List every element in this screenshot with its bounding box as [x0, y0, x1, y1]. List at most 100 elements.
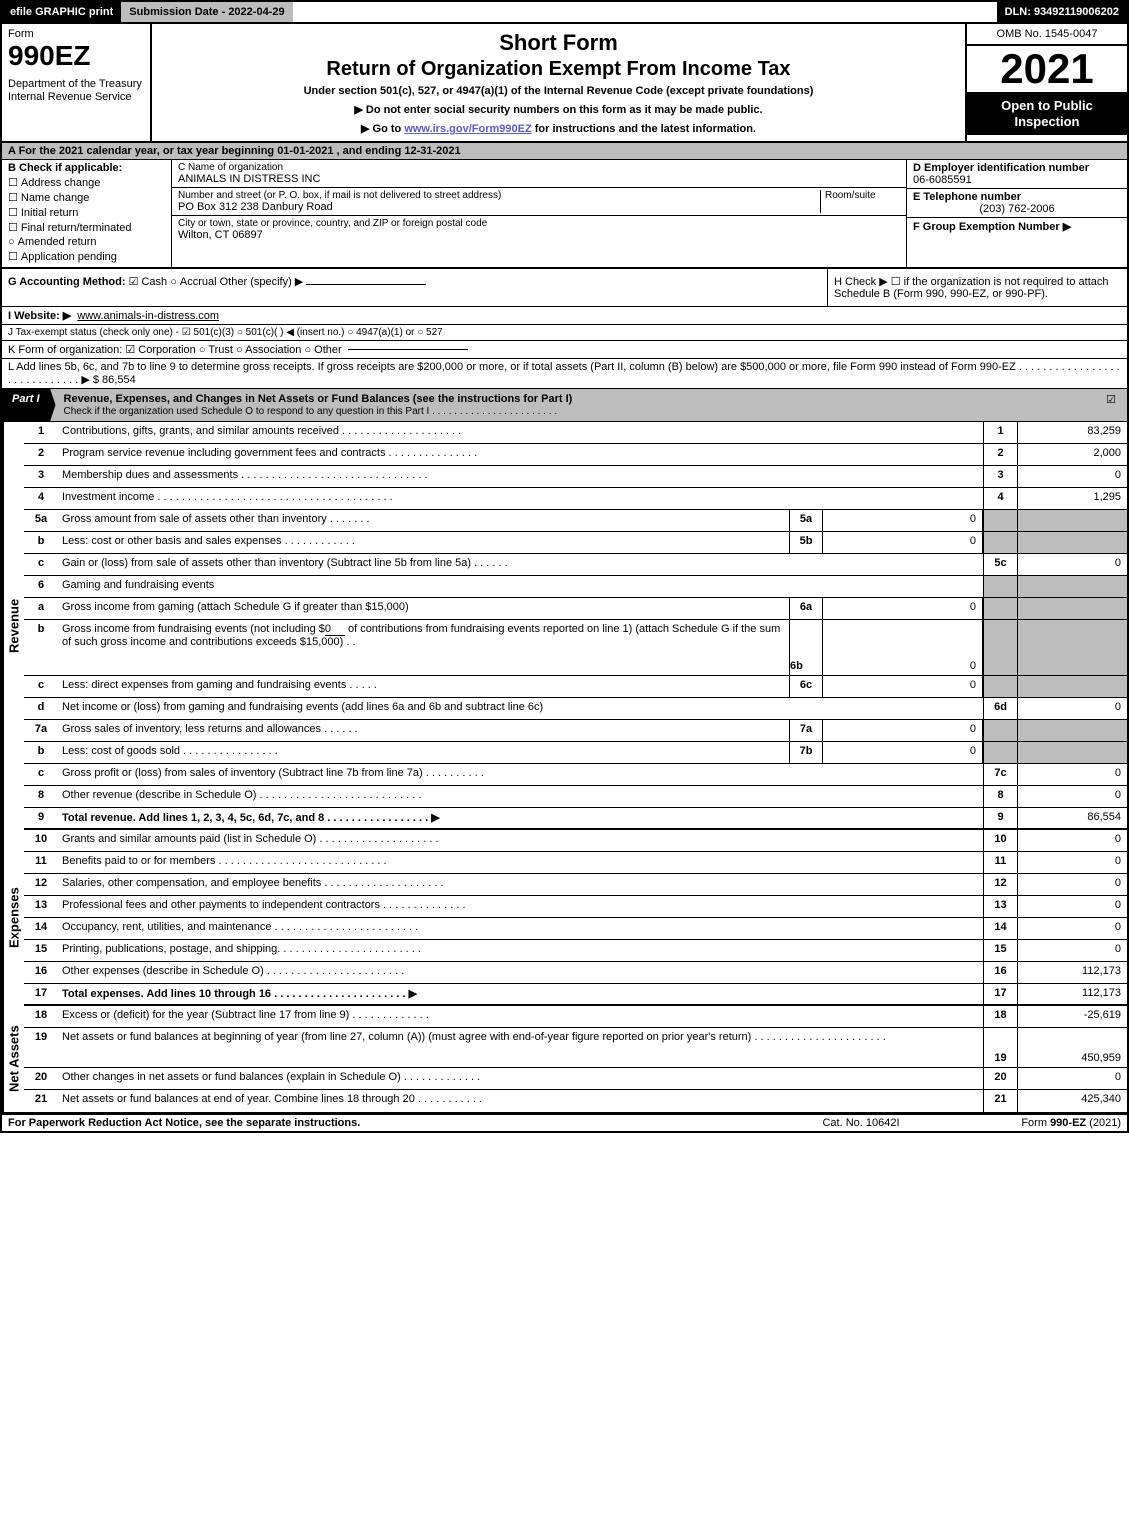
l7a-rn [983, 720, 1017, 741]
form-number: 990EZ [8, 40, 144, 72]
g-accrual[interactable]: Accrual [170, 276, 216, 288]
l6c-sn: 6c [789, 676, 823, 697]
l9-desc-text: Total revenue. Add lines 1, 2, 3, 4, 5c,… [62, 812, 440, 824]
form-header: Form 990EZ Department of the Treasury In… [0, 24, 1129, 143]
l9-desc: Total revenue. Add lines 1, 2, 3, 4, 5c,… [58, 808, 983, 828]
l6a-sv: 0 [823, 598, 983, 619]
l19-desc: Net assets or fund balances at beginning… [58, 1028, 983, 1067]
expenses-tab: Expenses [2, 830, 24, 1006]
l6c-sv: 0 [823, 676, 983, 697]
line-6b: bGross income from fundraising events (n… [24, 620, 1127, 676]
g-other-input[interactable] [306, 284, 426, 285]
l17-rn: 17 [983, 984, 1017, 1004]
chk-amended-return[interactable]: Amended return [8, 236, 165, 248]
chk-initial-return[interactable]: Initial return [8, 206, 165, 219]
phone-value: (203) 762-2006 [913, 203, 1121, 215]
line-19: 19Net assets or fund balances at beginni… [24, 1028, 1127, 1068]
note-link: ▶ Go to www.irs.gov/Form990EZ for instru… [162, 122, 955, 135]
l8-num: 8 [24, 786, 58, 807]
l6b-sn: 6b [789, 620, 823, 675]
cell-ein: D Employer identification number 06-6085… [907, 160, 1127, 189]
k-other-input[interactable] [348, 349, 468, 350]
subtitle: Under section 501(c), 527, or 4947(a)(1)… [162, 85, 955, 97]
line-11: 11Benefits paid to or for members . . . … [24, 852, 1127, 874]
l9-rv: 86,554 [1017, 808, 1127, 828]
l1-rn: 1 [983, 422, 1017, 443]
line-6a: aGross income from gaming (attach Schedu… [24, 598, 1127, 620]
l7b-rv [1017, 742, 1127, 763]
g-cash[interactable]: Cash [129, 276, 168, 288]
l10-rv: 0 [1017, 830, 1127, 851]
l12-num: 12 [24, 874, 58, 895]
chk-application-pending[interactable]: Application pending [8, 250, 165, 263]
expenses-body: 10Grants and similar amounts paid (list … [24, 830, 1127, 1006]
l17-desc: Total expenses. Add lines 10 through 16 … [58, 984, 983, 1004]
cell-group: F Group Exemption Number ▶ [907, 218, 1127, 235]
l14-rn: 14 [983, 918, 1017, 939]
l11-num: 11 [24, 852, 58, 873]
form-word: Form [8, 28, 144, 40]
addr-label: Number and street (or P. O. box, if mail… [178, 190, 820, 201]
open-to-public: Open to Public Inspection [967, 92, 1127, 135]
website-link[interactable]: www.animals-in-distress.com [77, 310, 219, 322]
l6a-sn: 6a [789, 598, 823, 619]
l5b-rv [1017, 532, 1127, 553]
title-short-form: Short Form [162, 30, 955, 56]
line-2: 2Program service revenue including gover… [24, 444, 1127, 466]
line-14: 14Occupancy, rent, utilities, and mainte… [24, 918, 1127, 940]
netassets-body: 18Excess or (deficit) for the year (Subt… [24, 1006, 1127, 1112]
irs-link[interactable]: www.irs.gov/Form990EZ [404, 123, 531, 135]
line-5c: cGain or (loss) from sale of assets othe… [24, 554, 1127, 576]
note-link-pre: ▶ Go to [361, 123, 404, 135]
line-12: 12Salaries, other compensation, and empl… [24, 874, 1127, 896]
revenue-table: Revenue 1Contributions, gifts, grants, a… [0, 422, 1129, 830]
city-value: Wilton, CT 06897 [178, 229, 900, 241]
chk-final-return[interactable]: Final return/terminated [8, 221, 165, 234]
line-17: 17Total expenses. Add lines 10 through 1… [24, 984, 1127, 1006]
line-5a: 5aGross amount from sale of assets other… [24, 510, 1127, 532]
cell-city: City or town, state or province, country… [172, 216, 906, 243]
l7b-sn: 7b [789, 742, 823, 763]
line-3: 3Membership dues and assessments . . . .… [24, 466, 1127, 488]
line-13: 13Professional fees and other payments t… [24, 896, 1127, 918]
l11-rv: 0 [1017, 852, 1127, 873]
form-id-box: Form 990EZ Department of the Treasury In… [2, 24, 152, 141]
revenue-body: 1Contributions, gifts, grants, and simil… [24, 422, 1127, 830]
col-b-label: B Check if applicable: [8, 162, 165, 174]
tax-year: 2021 [967, 46, 1127, 92]
part1-title: Revenue, Expenses, and Changes in Net As… [56, 389, 1099, 421]
l1-desc: Contributions, gifts, grants, and simila… [58, 422, 983, 443]
l6-num: 6 [24, 576, 58, 597]
l7a-sn: 7a [789, 720, 823, 741]
part1-title-text: Revenue, Expenses, and Changes in Net As… [64, 393, 573, 405]
line-1: 1Contributions, gifts, grants, and simil… [24, 422, 1127, 444]
l2-rv: 2,000 [1017, 444, 1127, 465]
l18-rv: -25,619 [1017, 1006, 1127, 1027]
efile-label[interactable]: efile GRAPHIC print [2, 2, 121, 22]
part1-schedule-o-check[interactable] [1098, 389, 1127, 421]
l6d-num: d [24, 698, 58, 719]
l5b-sv: 0 [823, 532, 983, 553]
l6b-desc: Gross income from fundraising events (no… [58, 620, 789, 675]
line-7c: cGross profit or (loss) from sales of in… [24, 764, 1127, 786]
l18-num: 18 [24, 1006, 58, 1027]
form-year-box: OMB No. 1545-0047 2021 Open to Public In… [967, 24, 1127, 141]
line-6c: cLess: direct expenses from gaming and f… [24, 676, 1127, 698]
l5c-num: c [24, 554, 58, 575]
l5b-num: b [24, 532, 58, 553]
l-text: L Add lines 5b, 6c, and 7b to line 9 to … [8, 361, 1121, 386]
part1-header: Part I Revenue, Expenses, and Changes in… [0, 389, 1129, 422]
netassets-tab: Net Assets [2, 1006, 24, 1112]
l6a-desc: Gross income from gaming (attach Schedul… [58, 598, 789, 619]
footer-left: For Paperwork Reduction Act Notice, see … [8, 1117, 761, 1129]
chk-name-change[interactable]: Name change [8, 191, 165, 204]
l6c-desc: Less: direct expenses from gaming and fu… [58, 676, 789, 697]
l5c-rn: 5c [983, 554, 1017, 575]
l21-desc: Net assets or fund balances at end of ye… [58, 1090, 983, 1112]
l11-desc: Benefits paid to or for members . . . . … [58, 852, 983, 873]
l7a-rv [1017, 720, 1127, 741]
l19-rv: 450,959 [1017, 1028, 1127, 1067]
revenue-tab: Revenue [2, 422, 24, 830]
l6c-rv [1017, 676, 1127, 697]
chk-address-change[interactable]: Address change [8, 176, 165, 189]
